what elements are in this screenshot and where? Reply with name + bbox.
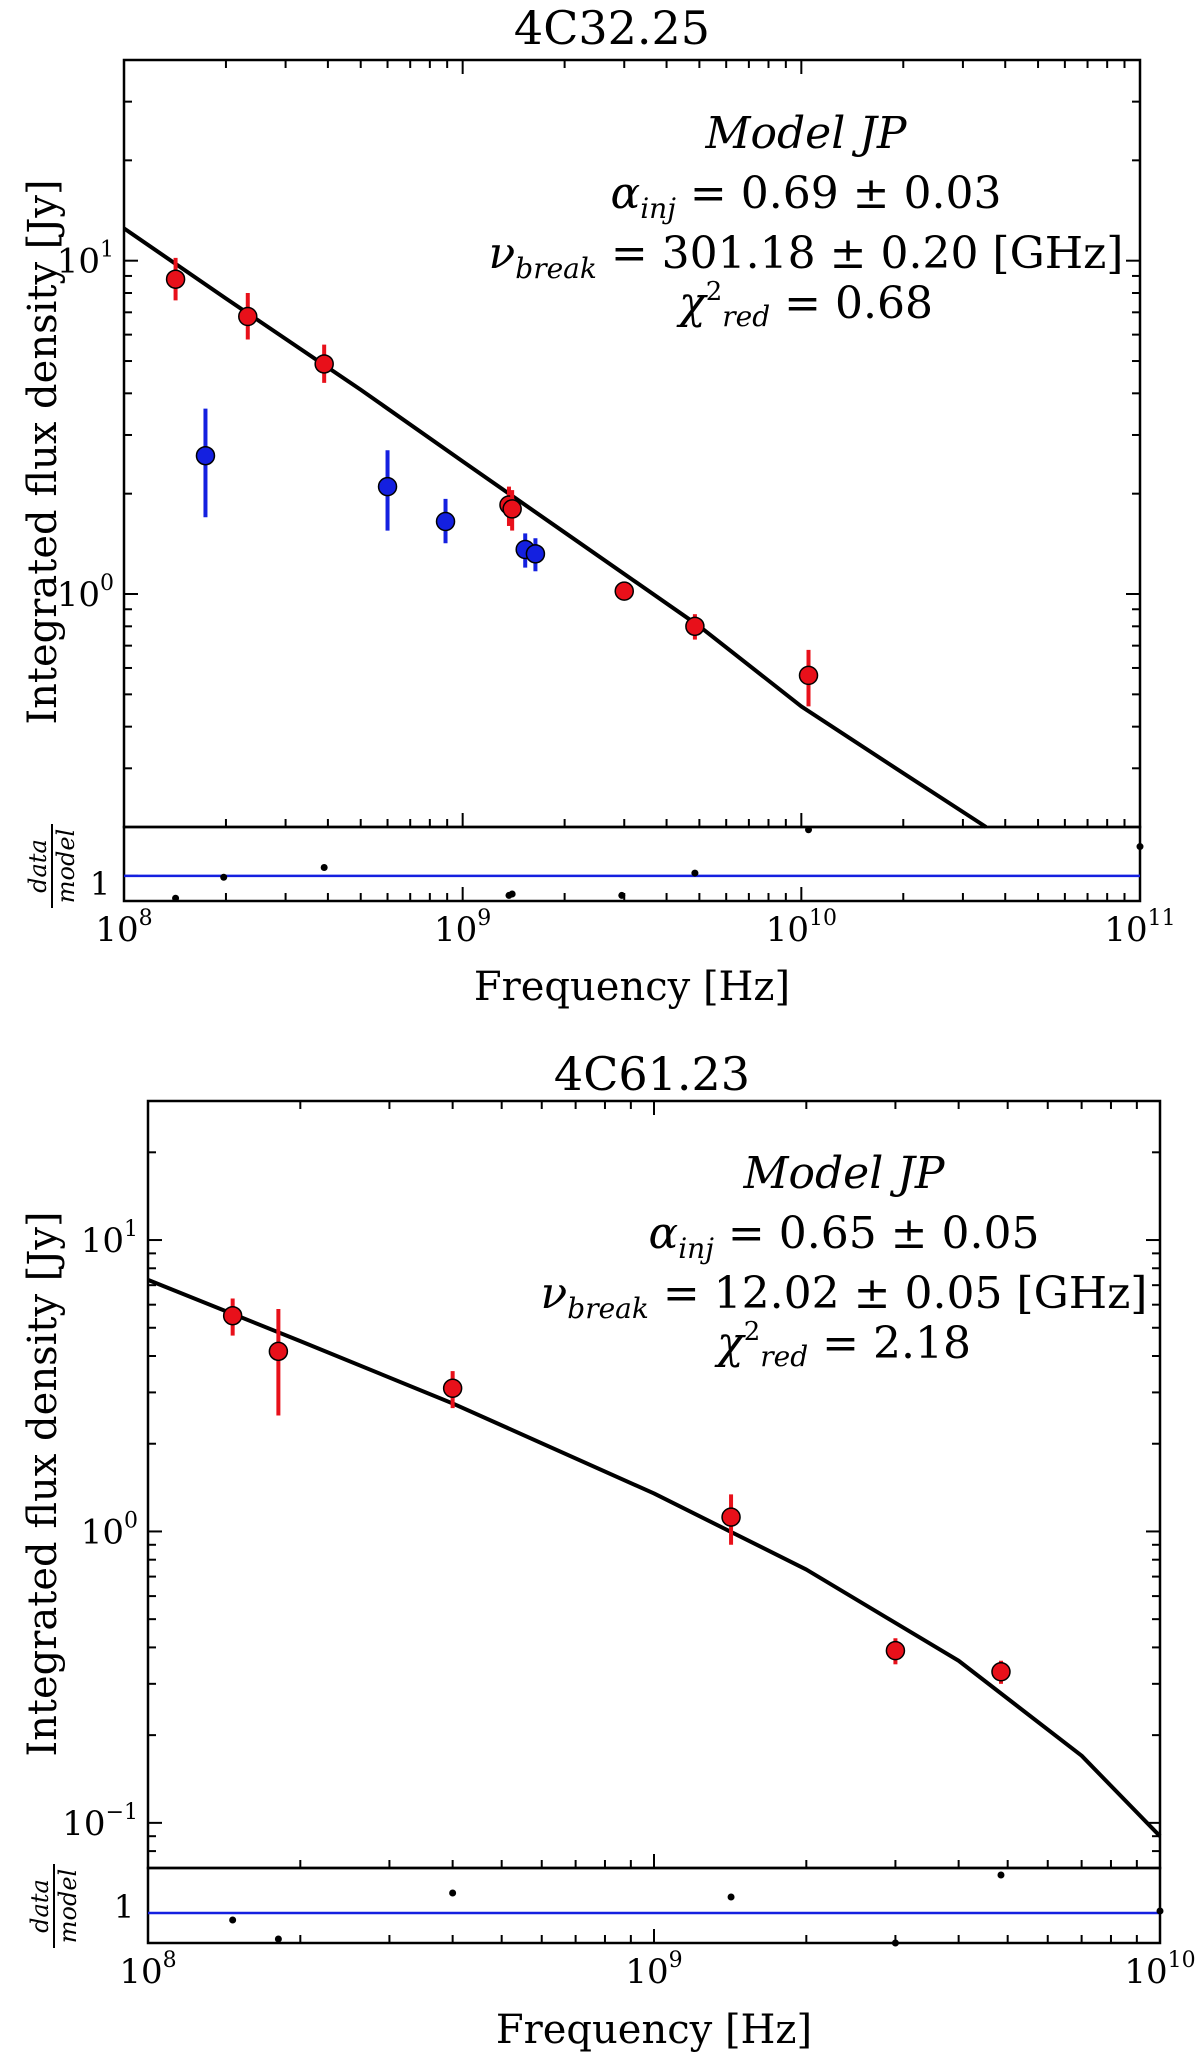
data-point	[525, 544, 546, 564]
model-name: Model JP	[742, 1148, 945, 1199]
chi2-red-value: = 2.18	[822, 1318, 971, 1369]
residual-point	[997, 1871, 1005, 1879]
tick-marks	[147, 1100, 1161, 1943]
residual-label-denominator: model	[54, 1869, 82, 1943]
alpha-inj-value: = 0.65 ± 0.05	[728, 1208, 1040, 1259]
data-point	[685, 616, 705, 637]
model-curve-line	[122, 226, 988, 829]
data-point	[165, 269, 186, 289]
data-point	[377, 476, 398, 497]
y-tick-label: 101	[57, 238, 114, 282]
x-tick-label: 109	[434, 906, 491, 950]
residual-point	[691, 869, 699, 877]
residual-axis-label: data model	[24, 824, 80, 908]
panel-4c61-23: 4C61.23 10−1 100 101 108 109 1010 Frequency …	[20, 1047, 1196, 2053]
data-points	[222, 1298, 1011, 1684]
residual-label-denominator: model	[52, 829, 80, 903]
data-point	[991, 1662, 1011, 1682]
data-points	[165, 257, 819, 707]
data-point	[442, 1378, 463, 1399]
residual-tick-label: 1	[90, 865, 110, 903]
alpha-inj-value: = 0.69 ± 0.03	[690, 168, 1002, 219]
panel-title: 4C32.25	[514, 1, 710, 55]
residual-label-numerator: data	[24, 839, 52, 893]
residual-point	[727, 1893, 735, 1901]
alpha-inj-line: αinj = 0.69 ± 0.03	[610, 168, 1001, 225]
tick-marks	[123, 59, 1141, 901]
chi2-red-value: = 0.68	[784, 278, 933, 329]
data-point	[314, 354, 334, 374]
residual-axis-label: data model	[26, 1864, 82, 1948]
model-curve-line	[147, 1278, 1162, 1838]
x-tick-labels: 108 109 1010 1011	[95, 906, 1175, 950]
y-axis-label: Integrated flux density [Jy]	[20, 179, 66, 724]
panel-4c32-25: 4C32.25 100 101 108 109 1010 1011 Frequency …	[20, 1, 1176, 1010]
residual-point	[891, 1939, 899, 1947]
fit-annotation: Model JP αinj = 0.69 ± 0.03 νbreak = 301…	[489, 108, 1124, 333]
y-tick-labels: 10−1 100 101	[62, 1217, 138, 1844]
data-point	[435, 511, 456, 532]
y-tick-labels: 100 101	[57, 238, 114, 615]
x-tick-label: 109	[625, 1948, 682, 1992]
y-tick-label: 101	[81, 1217, 138, 1261]
residual-point	[320, 863, 328, 871]
residual-points	[148, 1871, 1164, 1947]
chi2-red-line: χ2red = 2.18	[714, 1317, 971, 1373]
model-curve	[147, 1278, 1162, 1838]
x-axis-label: Frequency [Hz]	[496, 2007, 812, 2053]
x-tick-label: 1010	[766, 906, 837, 950]
x-tick-label: 108	[119, 1948, 176, 1992]
panel-title: 4C61.23	[554, 1047, 750, 1101]
data-point	[721, 1507, 741, 1527]
data-point	[614, 581, 635, 601]
data-point	[502, 499, 522, 519]
residual-point	[508, 890, 516, 898]
residual-label-numerator: data	[26, 1879, 54, 1933]
alpha-inj-line: αinj = 0.65 ± 0.05	[648, 1208, 1039, 1265]
x-tick-labels: 108 109 1010	[119, 1948, 1195, 1992]
residual-tick-label: 1	[114, 1888, 134, 1926]
residual-point	[805, 826, 813, 834]
residual-point	[220, 873, 228, 881]
y-tick-label: 100	[81, 1508, 138, 1552]
residual-axes-frame	[122, 825, 1142, 903]
nu-break-line: νbreak = 12.02 ± 0.05 [GHz]	[541, 1268, 1148, 1325]
model-name: Model JP	[704, 108, 907, 159]
residual-point	[172, 894, 180, 902]
data-point	[885, 1640, 906, 1661]
y-tick-label: 100	[57, 571, 114, 615]
fit-annotation: Model JP αinj = 0.65 ± 0.05 νbreak = 12.…	[541, 1148, 1148, 1373]
residual-point	[449, 1889, 457, 1897]
nu-break-value: = 12.02 ± 0.05 [GHz]	[663, 1268, 1148, 1319]
residual-points	[124, 826, 1144, 902]
data-point	[268, 1341, 289, 1362]
residual-point	[1156, 1907, 1164, 1915]
data-point	[222, 1305, 243, 1326]
data-point	[195, 445, 216, 466]
x-tick-label: 1011	[1104, 906, 1175, 950]
chi2-red-line: χ2red = 0.68	[676, 277, 933, 333]
y-tick-label: 10−1	[62, 1800, 138, 1844]
residual-point	[1136, 843, 1144, 851]
data-point	[798, 665, 819, 686]
data-point	[238, 306, 258, 327]
y-axis-label: Integrated flux density [Jy]	[20, 1211, 66, 1756]
residual-point	[618, 891, 626, 899]
residual-point	[229, 1916, 237, 1924]
model-curve	[122, 226, 988, 829]
x-axis-label: Frequency [Hz]	[474, 964, 790, 1010]
residual-point	[274, 1935, 282, 1943]
x-tick-label: 108	[95, 906, 152, 950]
x-tick-label: 1010	[1124, 1948, 1195, 1992]
nu-break-line: νbreak = 301.18 ± 0.20 [GHz]	[489, 228, 1124, 285]
nu-break-value: = 301.18 ± 0.20 [GHz]	[611, 228, 1124, 279]
